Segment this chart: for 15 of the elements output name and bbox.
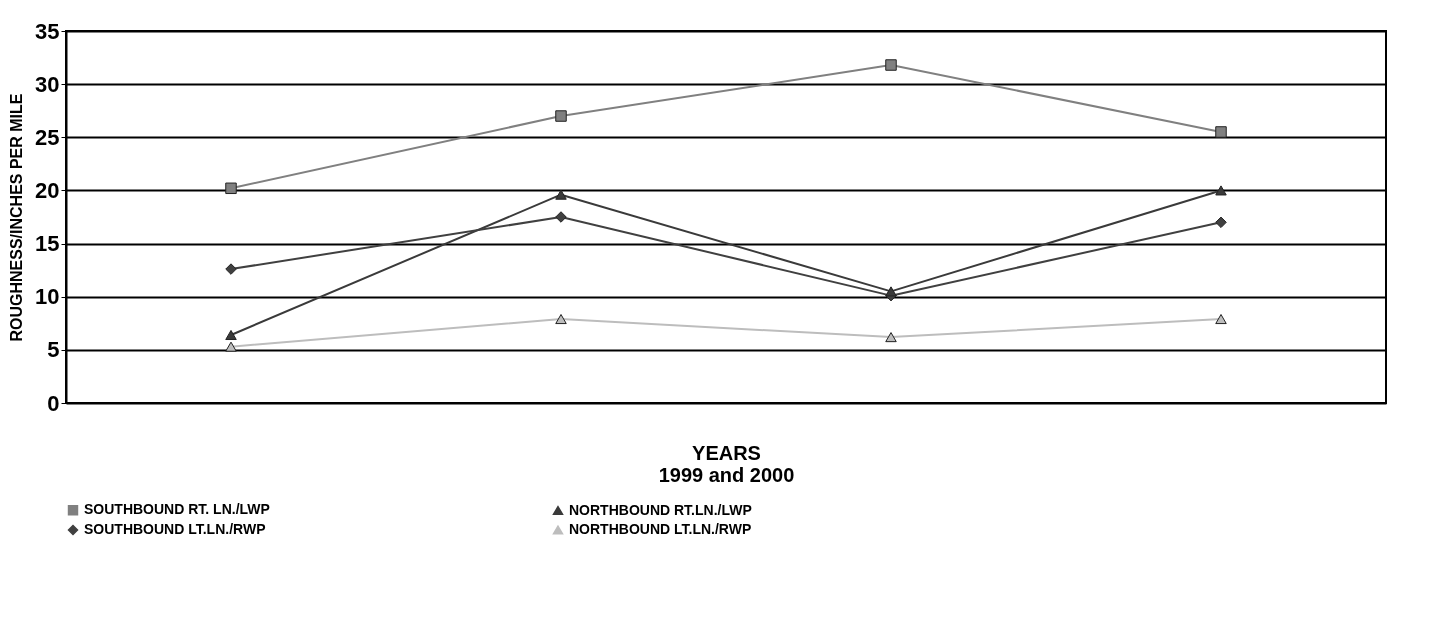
y-tick-label: 20 bbox=[35, 177, 60, 203]
legend-label: NORTHBOUND RT.LN./LWP bbox=[569, 501, 752, 518]
y-tick-label: 10 bbox=[35, 284, 60, 310]
legend-label: NORTHBOUND LT.LN./RWP bbox=[569, 521, 752, 537]
x-axis-title: YEARS bbox=[692, 441, 761, 464]
text: 1999 and 2000 bbox=[658, 463, 795, 486]
y-tick-label: 25 bbox=[35, 124, 60, 150]
legend-label: SOUTHBOUND LT.LN./RWP bbox=[84, 521, 266, 537]
y-tick-label: 5 bbox=[47, 337, 60, 363]
y-tick-label: 15 bbox=[35, 231, 60, 257]
y-tick-label: 30 bbox=[35, 71, 60, 97]
legend-label: SOUTHBOUND RT. LN./LWP bbox=[84, 501, 270, 518]
y-axis-title: ROUGHNESS/INCHES PER MILE bbox=[8, 93, 26, 342]
y-tick-label: 35 bbox=[35, 18, 60, 44]
y-tick-label: 0 bbox=[47, 390, 60, 416]
